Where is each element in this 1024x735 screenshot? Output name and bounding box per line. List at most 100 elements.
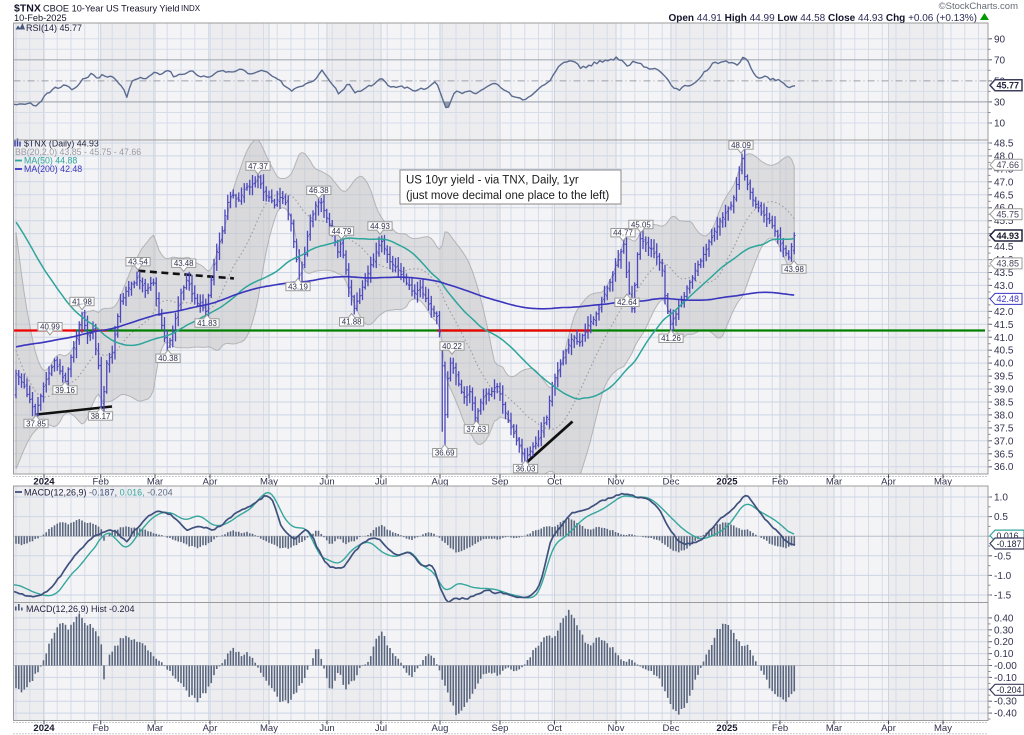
svg-text:Feb: Feb xyxy=(772,723,788,734)
svg-text:Aug: Aug xyxy=(432,477,449,488)
svg-text:Dec: Dec xyxy=(663,723,680,734)
svg-text:-0.00: -0.00 xyxy=(994,661,1017,672)
svg-text:39.5: 39.5 xyxy=(994,372,1014,383)
svg-text:44.79: 44.79 xyxy=(332,227,352,236)
svg-text:40.38: 40.38 xyxy=(158,354,178,363)
svg-text:-0.204: -0.204 xyxy=(997,685,1022,695)
svg-text:42.48: 42.48 xyxy=(997,294,1020,304)
svg-text:CBOE 10-Year US Treasury Yield: CBOE 10-Year US Treasury Yield xyxy=(43,4,180,14)
svg-text:38.0: 38.0 xyxy=(994,410,1014,421)
svg-text:MA(50) 44.88: MA(50) 44.88 xyxy=(24,156,77,166)
svg-text:43.98: 43.98 xyxy=(784,265,804,274)
svg-text:Mar: Mar xyxy=(826,723,842,734)
svg-text:39.16: 39.16 xyxy=(55,386,75,395)
svg-text:Feb: Feb xyxy=(93,477,109,488)
svg-text:1.0: 1.0 xyxy=(994,493,1008,504)
svg-text:41.26: 41.26 xyxy=(661,334,681,343)
svg-text:Jun: Jun xyxy=(319,723,334,734)
svg-text:47.0: 47.0 xyxy=(994,177,1014,188)
svg-text:48.5: 48.5 xyxy=(994,139,1014,150)
svg-text:45.5: 45.5 xyxy=(994,216,1014,227)
svg-text:BB(20,2.0) 43.85 - 45.75 - 47.: BB(20,2.0) 43.85 - 45.75 - 47.66 xyxy=(15,147,141,157)
svg-text:70: 70 xyxy=(994,55,1006,66)
svg-text:-1.0: -1.0 xyxy=(994,571,1012,582)
svg-text:48.09: 48.09 xyxy=(731,141,751,150)
svg-text:US 10yr yield - via TNX, Daily: US 10yr yield - via TNX, Daily, 1yr xyxy=(406,175,579,187)
svg-text:Sep: Sep xyxy=(492,723,509,734)
svg-text:MA(200) 42.48: MA(200) 42.48 xyxy=(24,164,82,174)
svg-text:40.99: 40.99 xyxy=(40,323,60,332)
svg-text:46.5: 46.5 xyxy=(994,190,1014,201)
svg-text:2024: 2024 xyxy=(33,477,55,488)
svg-text:Mar: Mar xyxy=(147,477,163,488)
svg-text:Open 44.91 High 44.99 Low 44.5: Open 44.91 High 44.99 Low 44.58 Close 44… xyxy=(668,13,977,24)
svg-text:Jun: Jun xyxy=(319,477,334,488)
svg-text:0.5: 0.5 xyxy=(994,512,1008,523)
svg-text:MACD(12,26,9) Hist -0.204: MACD(12,26,9) Hist -0.204 xyxy=(26,604,135,614)
svg-text:2024: 2024 xyxy=(33,723,55,734)
svg-text:41.0: 41.0 xyxy=(994,333,1014,344)
svg-text:2025: 2025 xyxy=(716,723,738,734)
svg-text:INDX: INDX xyxy=(181,4,201,13)
svg-text:$TNX (Daily) 44.93: $TNX (Daily) 44.93 xyxy=(24,139,99,149)
svg-text:Apr: Apr xyxy=(881,723,896,734)
svg-text:46.38: 46.38 xyxy=(309,186,329,195)
svg-text:2025: 2025 xyxy=(716,477,738,488)
svg-text:10: 10 xyxy=(994,119,1006,130)
svg-text:-0.40: -0.40 xyxy=(994,709,1017,720)
svg-text:0.30: 0.30 xyxy=(994,625,1014,636)
svg-text:36.69: 36.69 xyxy=(435,449,455,458)
svg-text:38.17: 38.17 xyxy=(91,412,111,421)
svg-text:-1.5: -1.5 xyxy=(994,591,1012,602)
svg-text:44.77: 44.77 xyxy=(613,229,633,238)
svg-text:38.5: 38.5 xyxy=(994,398,1014,409)
svg-text:40.22: 40.22 xyxy=(442,342,462,351)
svg-text:30: 30 xyxy=(994,97,1006,108)
svg-text:36.0: 36.0 xyxy=(994,462,1014,473)
svg-text:43.48: 43.48 xyxy=(174,259,194,268)
svg-text:39.0: 39.0 xyxy=(994,385,1014,396)
svg-text:May: May xyxy=(260,477,278,488)
svg-text:44.93: 44.93 xyxy=(370,222,390,231)
svg-text:44.5: 44.5 xyxy=(994,242,1014,253)
svg-text:Jul: Jul xyxy=(375,477,387,488)
svg-text:Nov: Nov xyxy=(608,477,625,488)
svg-text:Aug: Aug xyxy=(432,723,449,734)
svg-text:41.98: 41.98 xyxy=(72,297,92,306)
svg-text:37.5: 37.5 xyxy=(994,423,1014,434)
svg-text:-0.10: -0.10 xyxy=(994,673,1017,684)
svg-text:0.40: 0.40 xyxy=(994,613,1014,624)
svg-text:-0.30: -0.30 xyxy=(994,697,1017,708)
svg-text:44.93: 44.93 xyxy=(997,231,1020,241)
svg-text:Mar: Mar xyxy=(147,723,163,734)
svg-text:36.5: 36.5 xyxy=(994,449,1014,460)
svg-text:Jul: Jul xyxy=(375,723,387,734)
svg-text:41.83: 41.83 xyxy=(197,319,217,328)
svg-text:Feb: Feb xyxy=(772,477,788,488)
svg-text:42.64: 42.64 xyxy=(617,298,637,307)
svg-text:Apr: Apr xyxy=(203,723,218,734)
svg-text:Feb: Feb xyxy=(93,723,109,734)
svg-text:May: May xyxy=(260,723,278,734)
svg-text:42.0: 42.0 xyxy=(994,307,1014,318)
svg-text:0.10: 0.10 xyxy=(994,649,1014,660)
svg-text:47.66: 47.66 xyxy=(997,160,1020,170)
svg-text:10-Feb-2025: 10-Feb-2025 xyxy=(14,13,67,23)
svg-text:Sep: Sep xyxy=(492,477,509,488)
svg-text:43.5: 43.5 xyxy=(994,268,1014,279)
svg-text:90: 90 xyxy=(994,34,1006,45)
svg-text:37.0: 37.0 xyxy=(994,436,1014,447)
svg-text:47.37: 47.37 xyxy=(248,162,268,171)
svg-text:-0.187: -0.187 xyxy=(997,539,1022,549)
svg-text:©StockCharts.com: ©StockCharts.com xyxy=(939,1,1018,12)
svg-text:37.85: 37.85 xyxy=(26,419,46,428)
svg-text:40.5: 40.5 xyxy=(994,346,1014,357)
svg-text:0.016: 0.016 xyxy=(997,531,1019,541)
svg-text:37.63: 37.63 xyxy=(466,425,486,434)
svg-text:40.0: 40.0 xyxy=(994,359,1014,370)
svg-text:Apr: Apr xyxy=(203,477,218,488)
svg-text:RSI(14) 45.77: RSI(14) 45.77 xyxy=(26,23,82,33)
svg-text:0.20: 0.20 xyxy=(994,637,1014,648)
svg-text:Dec: Dec xyxy=(663,477,680,488)
svg-text:48.0: 48.0 xyxy=(994,151,1014,162)
